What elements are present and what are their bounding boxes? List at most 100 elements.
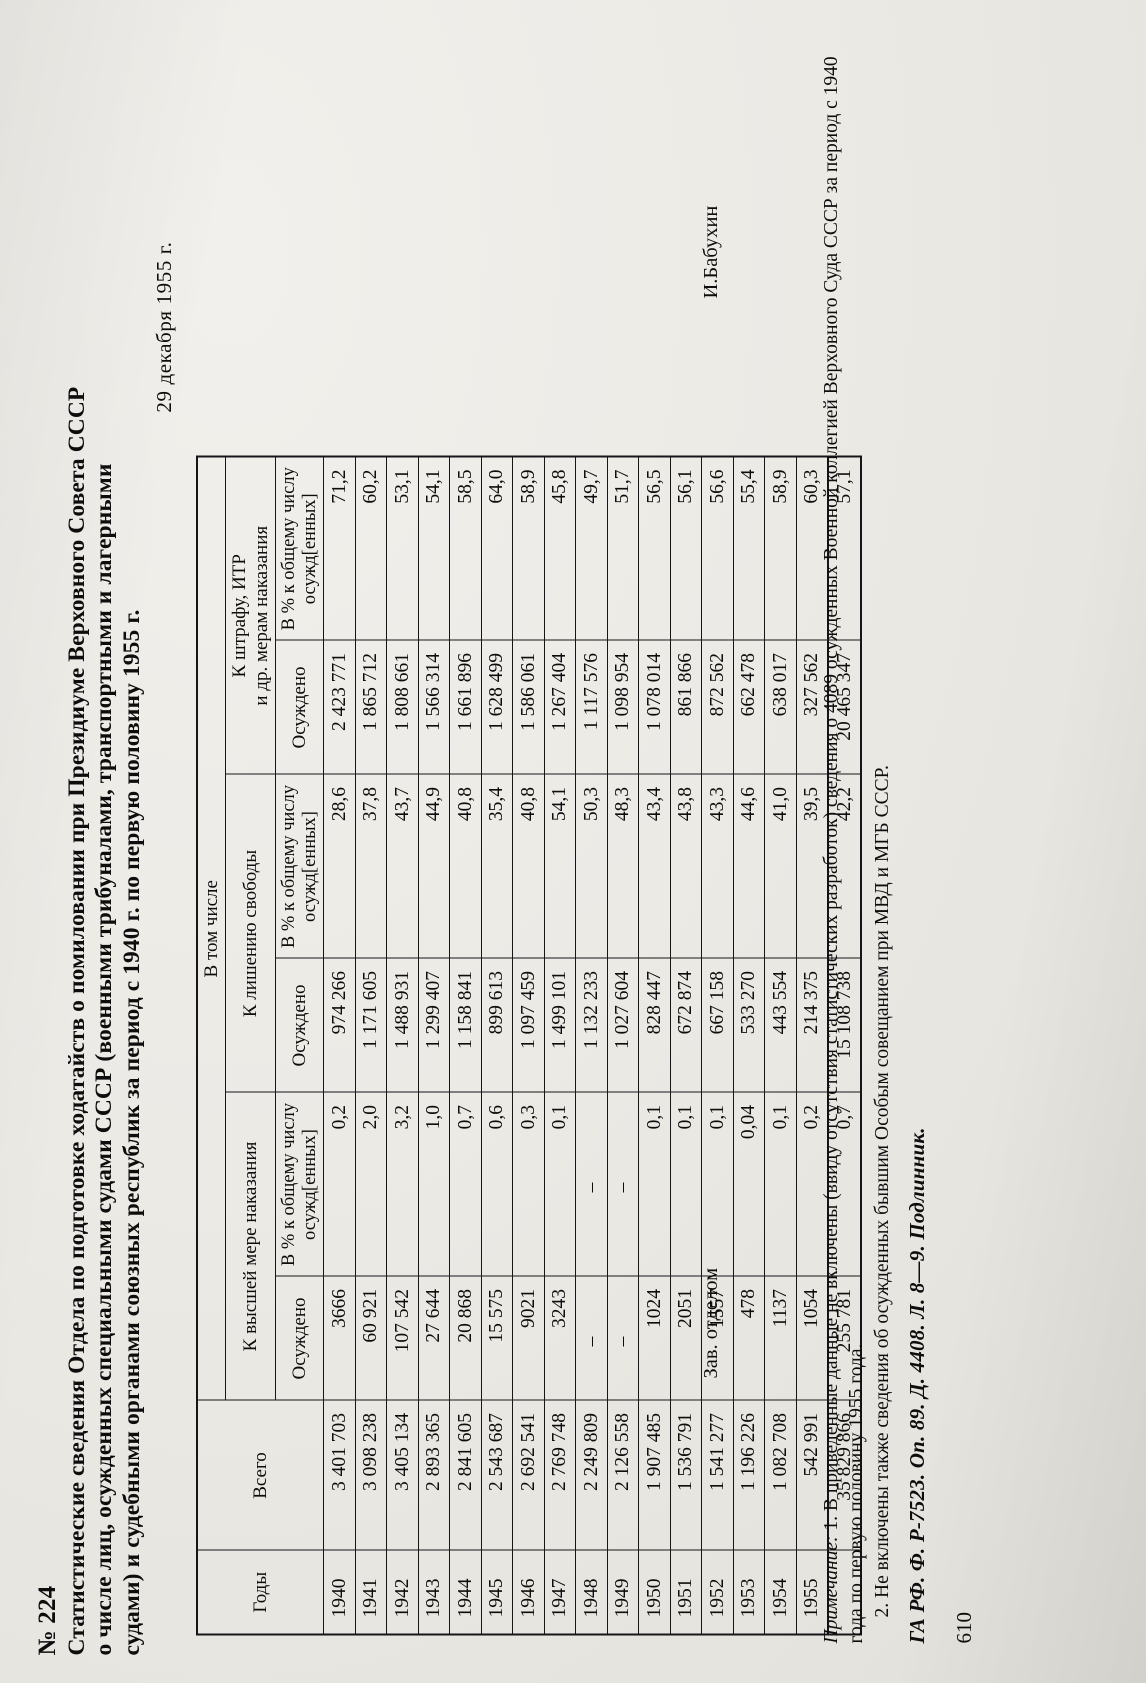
cell-vmn-count: 3243 <box>544 1276 576 1400</box>
cell-other-count: 1 865 712 <box>355 640 387 774</box>
cell-total: 2 893 365 <box>418 1400 450 1550</box>
cell-total: 2 841 605 <box>449 1400 482 1550</box>
cell-year: 1945 <box>481 1550 513 1634</box>
title-line-3: судами) и судебными органами союзных рес… <box>118 609 145 1655</box>
cell-imprisonment-percent: 43,7 <box>386 774 419 958</box>
cell-year: 1953 <box>733 1550 765 1634</box>
cell-total: 1 536 791 <box>670 1400 702 1550</box>
header-lish-count: Осуждено <box>275 958 324 1092</box>
cell-year: 1950 <box>638 1550 671 1634</box>
cell-year: 1946 <box>512 1550 545 1634</box>
cell-vmn-percent: 0,3 <box>512 1092 545 1276</box>
cell-imprisonment-percent: 43,8 <box>670 774 702 958</box>
cell-imprisonment-percent: 44,6 <box>733 774 765 958</box>
statistics-table: Годы Всего В том числе К высшей мере нак… <box>196 455 862 1635</box>
header-total: Всего <box>197 1400 324 1550</box>
cell-other-percent: 54,1 <box>418 456 450 640</box>
cell-other-percent: 71,2 <box>323 456 356 640</box>
header-other-count: Осуждено <box>275 640 324 774</box>
cell-year: 1944 <box>449 1550 482 1634</box>
cell-imprisonment-count: 974 266 <box>323 958 356 1092</box>
cell-year: 1949 <box>607 1550 639 1634</box>
cell-imprisonment-percent: 43,4 <box>638 774 671 958</box>
cell-other-count: 1 267 404 <box>544 640 576 774</box>
cell-vmn-percent: 0,2 <box>323 1092 356 1276</box>
cell-vmn-count: 60 921 <box>355 1276 387 1400</box>
table-row: 1947 2 769 748 3243 0,1 1 499 101 54,1 1 267 4… <box>544 456 576 1634</box>
cell-vmn-percent: 0,1 <box>764 1092 797 1276</box>
header-vmn-count: Осуждено <box>275 1276 324 1400</box>
cell-year: 1947 <box>544 1550 576 1634</box>
cell-other-count: 1 808 661 <box>386 640 419 774</box>
cell-other-count: 872 562 <box>701 640 734 774</box>
cell-total: 2 692 541 <box>512 1400 545 1550</box>
table-row: 1943 2 893 365 27 644 1,0 1 299 407 44,9 1 566… <box>418 456 450 1634</box>
header-other-percent: В % к общему числу осужд[енных] <box>275 456 324 640</box>
cell-other-percent: 58,9 <box>512 456 545 640</box>
cell-other-percent: 45,8 <box>544 456 576 640</box>
cell-vmn-percent: 0,7 <box>449 1092 482 1276</box>
cell-total: 3 401 703 <box>323 1400 356 1550</box>
table-row: 1949 2 126 558– –1 027 604 48,3 1 098 954 51,… <box>607 456 639 1634</box>
cell-other-percent: 60,2 <box>355 456 387 640</box>
cell-other-count: 1 586 061 <box>512 640 545 774</box>
page-number: 610 <box>952 1611 976 1644</box>
cell-imprisonment-percent: 50,3 <box>575 774 608 958</box>
cell-total: 1 541 277 <box>701 1400 734 1550</box>
cell-imprisonment-percent: 37,8 <box>355 774 387 958</box>
page-title: Статистические сведения Отдела по подгот… <box>64 55 146 1655</box>
table-row: 1941 3 098 238 60 921 2,0 1 171 605 37,8 1 865… <box>355 456 387 1634</box>
cell-imprisonment-count: 1 499 101 <box>544 958 576 1092</box>
notes-block: Примечание: 1. В приведенные данные не в… <box>820 43 896 1643</box>
notes-label: Примечание: <box>821 1534 842 1643</box>
cell-other-count: 638 017 <box>764 640 797 774</box>
cell-year: 1951 <box>670 1550 702 1634</box>
archive-reference: ГА РФ. Ф. Р-7523. Оп. 89. Д. 4408. Л. 8—… <box>905 1126 929 1643</box>
cell-imprisonment-count: 1 027 604 <box>607 958 639 1092</box>
header-years: Годы <box>197 1550 324 1634</box>
cell-other-percent: 64,0 <box>481 456 513 640</box>
cell-vmn-percent: 2,0 <box>355 1092 387 1276</box>
title-line-2: о числе лиц, осужденных специальными суд… <box>91 462 118 1655</box>
cell-other-percent: 55,4 <box>733 456 765 640</box>
cell-vmn-count: 27 644 <box>418 1276 450 1400</box>
header-group-fines-other: К штрафу, ИТР и др. мерам наказания <box>225 456 276 774</box>
cell-vmn-percent: 0,1 <box>638 1092 671 1276</box>
cell-other-count: 1 566 314 <box>418 640 450 774</box>
cell-year: 1948 <box>575 1550 608 1634</box>
cell-vmn-percent: 0,1 <box>701 1092 734 1276</box>
cell-imprisonment-count: 1 299 407 <box>418 958 450 1092</box>
header-row-1: Годы Всего В том числе <box>197 456 324 1634</box>
cell-year: 1943 <box>418 1550 450 1634</box>
cell-imprisonment-count: 899 613 <box>481 958 513 1092</box>
cell-vmn-count: 15 575 <box>481 1276 513 1400</box>
cell-other-percent: 51,7 <box>607 456 639 640</box>
header-group-capital-punishment: К высшей мере наказания <box>225 1092 276 1400</box>
cell-vmn-count: 9021 <box>512 1276 545 1400</box>
cell-other-percent: 58,9 <box>764 456 797 640</box>
cell-imprisonment-count: 667 158 <box>701 958 734 1092</box>
document-date-line: 29 декабря 1955 г. <box>152 55 177 1655</box>
cell-total: 2 126 558 <box>607 1400 639 1550</box>
table-row: 1946 2 692 541 9021 0,3 1 097 459 40,8 1 586 0… <box>512 456 545 1634</box>
cell-vmn-percent: 1,0 <box>418 1092 450 1276</box>
cell-vmn-count: – <box>607 1276 639 1400</box>
cell-other-percent: 56,5 <box>638 456 671 640</box>
signature-role: Зав. отделом <box>700 1267 722 1378</box>
cell-imprisonment-percent: 41,0 <box>764 774 797 958</box>
table-row: 1944 2 841 605 20 868 0,7 1 158 841 40,8 1 661… <box>449 456 482 1634</box>
cell-year: 1940 <box>323 1550 356 1634</box>
header-group-imprisonment: К лишению свободы <box>225 774 276 1092</box>
cell-imprisonment-percent: 35,4 <box>481 774 513 958</box>
statistics-table-wrapper: Годы Всего В том числе К высшей мере нак… <box>196 455 862 1635</box>
cell-imprisonment-percent: 48,3 <box>607 774 639 958</box>
cell-other-percent: 58,5 <box>449 456 482 640</box>
table-row: 1942 3 405 134 107 542 3,2 1 488 931 43,7 1 80… <box>386 456 419 1634</box>
cell-imprisonment-percent: 28,6 <box>323 774 356 958</box>
cell-imprisonment-percent: 40,8 <box>512 774 545 958</box>
note-1-text: 1. В приведенные данные не включены (вви… <box>821 55 867 1643</box>
cell-other-count: 1 078 014 <box>638 640 671 774</box>
cell-total: 1 196 226 <box>733 1400 765 1550</box>
